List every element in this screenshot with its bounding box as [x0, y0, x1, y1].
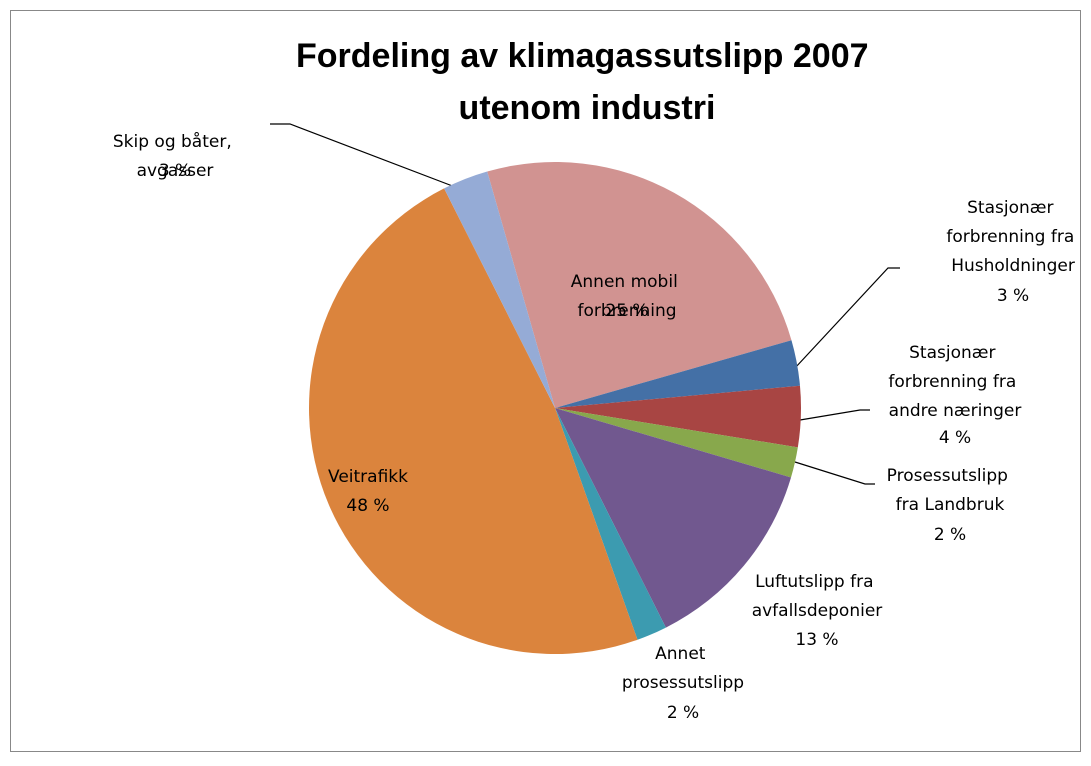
- pie-slice: [555, 408, 798, 478]
- pie-slice: [487, 161, 792, 408]
- label-line: fra Landbruk: [896, 495, 1005, 515]
- label-line: andre næringer: [889, 401, 1022, 421]
- slice-label: Prosessutslipp fra Landbruk: [887, 466, 1014, 515]
- value-label: 48 %: [346, 496, 389, 516]
- value-label: 3 %: [997, 286, 1029, 306]
- value-label: 2 %: [934, 525, 966, 545]
- slice-label: Skip og båter, avgasser: [113, 131, 237, 181]
- slice-label: Luftutslipp fra avfallsdeponier: [752, 572, 883, 621]
- pie-slice: [444, 171, 555, 408]
- label-line: Annen mobil: [571, 272, 683, 292]
- label-line: utenom industri: [459, 89, 716, 127]
- pie-slice: [555, 385, 801, 448]
- value-label: 13 %: [795, 630, 838, 650]
- label-line: forbrenning fra: [888, 372, 1021, 392]
- label-line: forbrenning fra: [946, 227, 1079, 247]
- pie-slice: [555, 408, 791, 628]
- slice-label: Stasjonær forbrenning fra andre næringer: [888, 343, 1021, 421]
- value-label: 3 %: [159, 161, 191, 181]
- slice-label: Stasjonær forbrenning fra Husholdninger: [946, 198, 1079, 276]
- label-line: Husholdninger: [951, 256, 1075, 276]
- pie-slice: [555, 408, 666, 640]
- label-line: prosessutslipp: [622, 673, 744, 693]
- slice-label: Veitrafikk: [328, 467, 408, 487]
- slice-label: Annen mobil forbrenning: [571, 272, 683, 321]
- value-label: 4 %: [939, 428, 971, 448]
- leader-line: [270, 123, 464, 191]
- value-label: 25 %: [605, 301, 648, 321]
- label-line: Skip og båter,: [113, 131, 237, 152]
- label-line: avfallsdeponier: [752, 601, 883, 621]
- label-line: Stasjonær: [909, 343, 1001, 363]
- chart-title: Fordeling av klimagassutslipp 2007 uteno…: [296, 37, 878, 127]
- label-line: Veitrafikk: [328, 467, 408, 487]
- leader-lines: [270, 123, 900, 485]
- label-line: Luftutslipp fra: [755, 572, 879, 592]
- pie-slice: [308, 188, 638, 654]
- leader-line: [794, 461, 875, 485]
- label-line: Annet: [655, 644, 711, 664]
- label-line: Stasjonær: [967, 198, 1059, 218]
- value-label: 2 %: [667, 703, 699, 723]
- label-line: Fordeling av klimagassutslipp 2007: [296, 37, 878, 75]
- label-line: avgasser: [137, 161, 214, 181]
- pie-slice: [555, 340, 800, 408]
- leader-line: [799, 409, 870, 421]
- label-line: Prosessutslipp: [887, 466, 1014, 486]
- label-line: forbrenning: [577, 301, 676, 321]
- slice-label: Annet prosessutslipp: [622, 644, 744, 693]
- leader-line: [794, 267, 900, 369]
